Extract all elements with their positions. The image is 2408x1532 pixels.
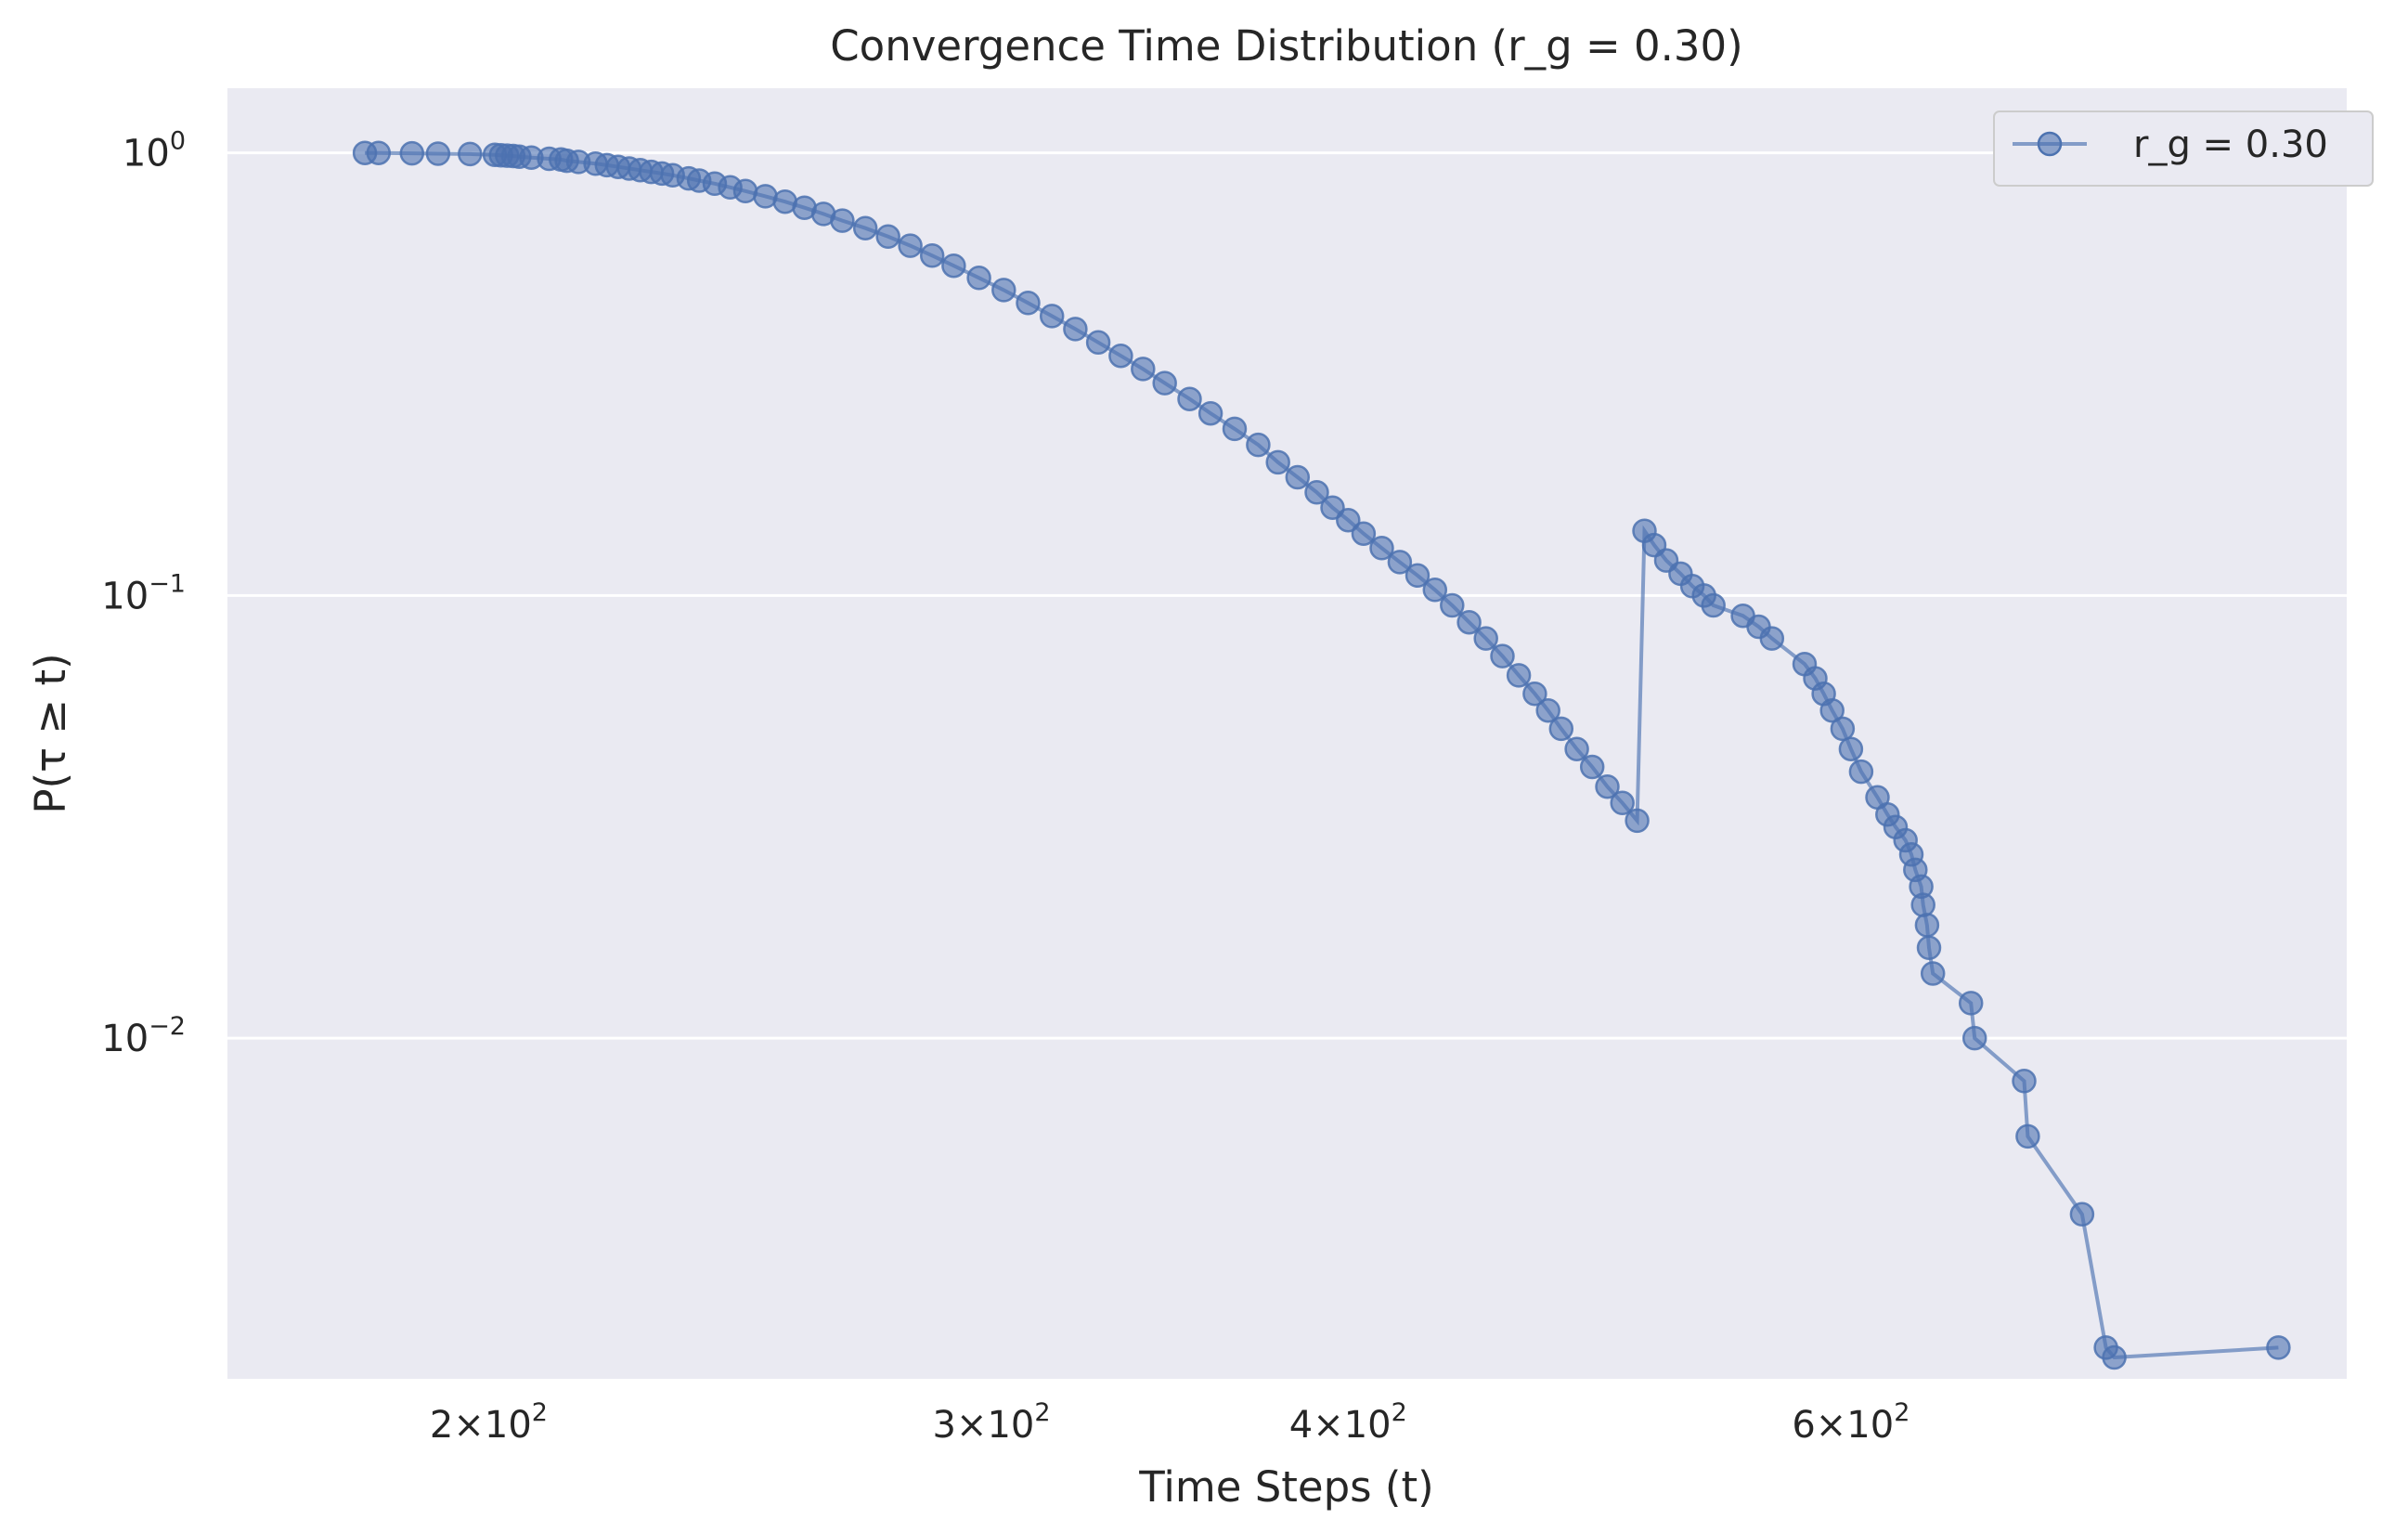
data-point-101	[1920, 961, 1946, 986]
chart-title: Convergence Time Distribution (r_g = 0.3…	[830, 21, 1742, 71]
data-point-35	[898, 233, 923, 258]
data-point-73	[1625, 808, 1650, 834]
data-point-89	[1838, 736, 1864, 761]
data-point-102	[1958, 991, 1984, 1016]
data-point-99	[1914, 913, 1940, 938]
data-point-36	[919, 243, 945, 268]
data-point-55	[1336, 507, 1361, 533]
data-point-67	[1535, 697, 1560, 723]
data-point-66	[1522, 681, 1547, 707]
data-point-56	[1351, 521, 1377, 546]
data-point-46	[1152, 370, 1177, 396]
x-tick-label-2: 4×102	[1289, 1398, 1407, 1447]
data-point-108	[2102, 1344, 2127, 1370]
data-point-71	[1595, 773, 1620, 799]
y-tick-label-1: 10−1	[101, 569, 186, 617]
x-tick-label-1: 3×102	[933, 1398, 1051, 1447]
data-point-64	[1490, 643, 1515, 669]
data-point-61	[1440, 592, 1465, 618]
data-point-34	[875, 224, 900, 250]
data-point-3	[425, 141, 451, 166]
data-point-53	[1304, 480, 1329, 505]
data-point-39	[991, 278, 1016, 303]
data-point-80	[1701, 592, 1726, 618]
data-point-59	[1405, 563, 1431, 589]
data-point-58	[1387, 550, 1413, 575]
data-point-27	[732, 178, 758, 204]
data-point-68	[1548, 716, 1574, 742]
data-point-103	[1961, 1025, 1987, 1051]
data-point-51	[1265, 449, 1290, 475]
data-point-37	[941, 253, 966, 279]
data-point-87	[1819, 697, 1845, 723]
data-point-60	[1422, 578, 1448, 603]
x-axis-label: Time Steps (t)	[1138, 1462, 1433, 1512]
data-point-4	[458, 141, 483, 167]
data-point-32	[830, 208, 855, 233]
data-point-1	[366, 140, 392, 165]
data-point-52	[1285, 464, 1311, 490]
data-point-105	[2015, 1123, 2040, 1149]
y-tick-labels: 100 10−1 10−2	[101, 127, 186, 1060]
series-layer	[352, 140, 2291, 1370]
data-point-70	[1579, 754, 1605, 780]
data-point-43	[1085, 330, 1111, 356]
data-point-106	[2069, 1201, 2095, 1227]
y-axis-label: P(τ ≥ t)	[26, 653, 75, 813]
x-tick-label-0: 2×102	[430, 1398, 548, 1447]
data-point-90	[1848, 759, 1874, 785]
data-point-45	[1131, 357, 1156, 382]
data-point-83	[1759, 626, 1785, 651]
data-point-44	[1108, 343, 1133, 369]
data-point-104	[2012, 1069, 2037, 1094]
data-point-69	[1564, 736, 1589, 761]
data-point-63	[1473, 626, 1498, 651]
y-tick-label-0: 100	[123, 127, 186, 175]
legend-marker-sample	[2037, 131, 2063, 157]
data-point-49	[1222, 416, 1248, 442]
data-point-40	[1016, 291, 1041, 316]
data-point-48	[1198, 400, 1223, 426]
data-point-100	[1916, 935, 1942, 961]
legend-label: r_g = 0.30	[2133, 123, 2328, 166]
plot-background	[227, 88, 2347, 1379]
data-point-109	[2266, 1335, 2291, 1360]
data-point-47	[1177, 386, 1202, 411]
data-point-42	[1063, 317, 1088, 342]
data-point-57	[1369, 536, 1394, 561]
legend-box	[1993, 110, 2374, 187]
data-point-2	[399, 140, 425, 166]
data-point-62	[1456, 609, 1482, 635]
data-point-65	[1506, 663, 1532, 688]
y-tick-label-2: 10−2	[101, 1012, 186, 1060]
x-tick-labels: 2×102 3×102 4×102 6×102	[430, 1398, 1910, 1447]
data-point-72	[1610, 790, 1635, 816]
data-point-88	[1830, 716, 1856, 742]
data-point-38	[966, 266, 991, 291]
data-point-98	[1910, 892, 1935, 917]
data-point-33	[852, 215, 878, 240]
legend: r_g = 0.30	[1993, 110, 2374, 187]
data-point-50	[1246, 432, 1271, 458]
data-point-41	[1039, 304, 1065, 329]
x-tick-label-3: 6×102	[1792, 1398, 1910, 1447]
